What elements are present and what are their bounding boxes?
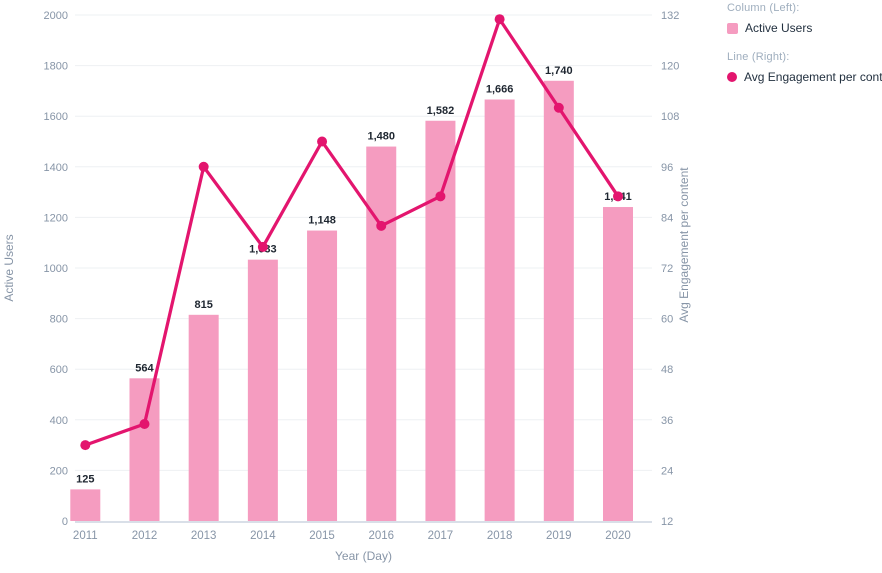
bar-value-labels: 1255648151,0331,1481,4801,5821,6661,7401… — [76, 65, 632, 486]
right-axis-tick-label: 48 — [661, 364, 673, 376]
left-axis-tick-label: 1200 — [44, 212, 68, 224]
legend-line-title: Line (Right): — [727, 51, 790, 63]
left-axis-tick-label: 0 — [62, 516, 68, 528]
line-path — [83, 17, 620, 447]
legend-column-title: Column (Left): — [727, 2, 800, 14]
right-axis-tick-label: 72 — [661, 263, 673, 275]
line-point[interactable] — [198, 161, 209, 172]
right-axis-tick-label: 96 — [661, 162, 673, 174]
line-point[interactable] — [494, 14, 505, 25]
x-axis-ticks: 2011 2012 2013 2014 2015 2016 2017 2018 2019 2020 — [73, 530, 631, 542]
legend-item-label: Active Users — [745, 21, 813, 35]
right-axis-tick-label: 36 — [661, 415, 673, 427]
left-axis-tick-label: 200 — [50, 465, 68, 477]
bar[interactable] — [307, 230, 338, 521]
line-point[interactable] — [613, 191, 623, 202]
bar[interactable] — [603, 207, 633, 522]
bar[interactable] — [484, 99, 515, 521]
bar-value-label: 1,480 — [367, 131, 395, 143]
left-axis-ticks: 0 200 400 600 800 1000 1200 1400 1600 1800 2000 — [44, 10, 68, 528]
bar-value-label: 125 — [76, 473, 94, 485]
line-point[interactable] — [80, 440, 91, 451]
right-axis-tick-label: 120 — [661, 61, 679, 73]
bar[interactable] — [425, 120, 456, 521]
legend-item-label: Avg Engagement per content — [744, 70, 882, 84]
right-axis-tick-label: 108 — [661, 111, 679, 123]
bar-value-label: 815 — [194, 299, 212, 311]
combo-chart-canvas: 0 200 400 600 800 1000 1200 1400 1600 1800 2000 12 2… — [2, 10, 691, 563]
bar[interactable] — [543, 80, 574, 521]
line-point[interactable] — [553, 102, 564, 113]
bar-value-label: 1,666 — [486, 84, 514, 96]
bar[interactable] — [247, 259, 278, 521]
left-axis-tick-label: 400 — [50, 415, 68, 427]
x-axis-title: Year (Day) — [335, 549, 392, 563]
bar[interactable] — [129, 378, 160, 521]
right-axis-tick-label: 132 — [661, 10, 679, 22]
bar-series — [70, 80, 633, 522]
right-axis-tick-label: 84 — [661, 212, 673, 224]
right-axis-tick-label: 60 — [661, 314, 673, 326]
x-axis-tick-label: 2017 — [428, 530, 454, 542]
left-axis-tick-label: 1400 — [44, 162, 68, 174]
left-axis-tick-label: 600 — [50, 364, 68, 376]
right-axis-tick-label: 12 — [661, 516, 673, 528]
bar-value-label: 1,740 — [545, 65, 573, 77]
line-point[interactable] — [376, 220, 387, 231]
x-axis-tick-label: 2015 — [309, 530, 335, 542]
bar[interactable] — [188, 314, 219, 521]
left-axis-tick-label: 1600 — [44, 111, 68, 123]
line-point[interactable] — [435, 191, 446, 202]
line-series — [80, 14, 623, 451]
legend: Column (Left): Active Users Line (Right)… — [727, 2, 882, 100]
x-axis-tick-label: 2011 — [73, 530, 98, 542]
legend-item-avg-engagement[interactable]: Avg Engagement per content — [727, 70, 882, 84]
left-axis-tick-label: 2000 — [44, 10, 68, 22]
x-axis-tick-label: 2013 — [191, 530, 217, 542]
left-axis-title: Active Users — [2, 234, 16, 301]
x-axis-tick-label: 2012 — [132, 530, 158, 542]
line-swatch-icon — [727, 72, 737, 82]
left-axis-tick-label: 1000 — [44, 263, 68, 275]
bar[interactable] — [366, 146, 397, 521]
x-axis-tick-label: 2014 — [250, 530, 276, 542]
line-point[interactable] — [257, 241, 268, 252]
x-axis-tick-label: 2020 — [605, 530, 631, 542]
bar[interactable] — [70, 489, 101, 521]
right-axis-ticks: 12 24 36 48 60 72 84 96 108 120 132 — [661, 10, 679, 528]
bar-value-label: 1,148 — [308, 215, 336, 227]
line-point[interactable] — [317, 136, 328, 147]
left-axis-tick-label: 800 — [50, 314, 68, 326]
gridlines — [75, 14, 652, 471]
right-axis-title: Avg Engagement per content — [677, 167, 691, 323]
x-axis-tick-label: 2019 — [546, 530, 572, 542]
left-axis-tick-label: 1800 — [44, 61, 68, 73]
bar-value-label: 564 — [135, 362, 154, 374]
bar-value-label: 1,582 — [427, 105, 455, 117]
x-axis-tick-label: 2018 — [487, 530, 513, 542]
x-axis-tick-label: 2016 — [368, 530, 394, 542]
line-point[interactable] — [139, 419, 150, 430]
column-swatch-icon — [727, 22, 738, 34]
legend-item-active-users[interactable]: Active Users — [727, 21, 877, 35]
right-axis-tick-label: 24 — [661, 465, 673, 477]
